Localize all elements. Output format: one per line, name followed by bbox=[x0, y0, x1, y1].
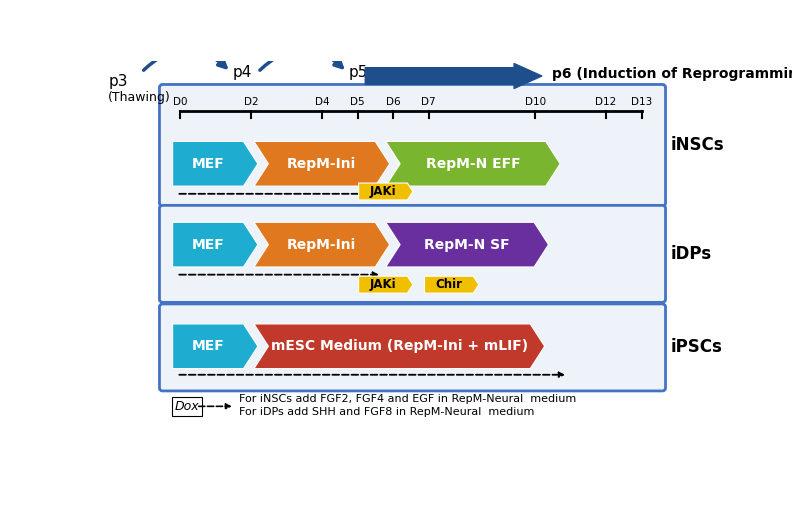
Text: MEF: MEF bbox=[192, 339, 224, 353]
Polygon shape bbox=[254, 141, 390, 186]
Text: RepM-Ini: RepM-Ini bbox=[287, 238, 356, 251]
Text: RepM-N EFF: RepM-N EFF bbox=[425, 157, 520, 171]
Text: D13: D13 bbox=[631, 97, 652, 107]
Polygon shape bbox=[254, 222, 390, 267]
Text: D6: D6 bbox=[386, 97, 401, 107]
Polygon shape bbox=[386, 222, 549, 267]
Text: p6 (Induction of Reprogramming): p6 (Induction of Reprogramming) bbox=[552, 68, 792, 81]
Text: JAKi: JAKi bbox=[370, 185, 396, 198]
Text: Chir: Chir bbox=[436, 278, 463, 291]
Text: iPSCs: iPSCs bbox=[670, 338, 722, 357]
Text: D0: D0 bbox=[173, 97, 188, 107]
FancyArrowPatch shape bbox=[365, 64, 542, 88]
Polygon shape bbox=[173, 324, 258, 369]
Polygon shape bbox=[359, 183, 413, 200]
Text: iDPs: iDPs bbox=[670, 245, 711, 263]
Polygon shape bbox=[254, 324, 545, 369]
Polygon shape bbox=[173, 141, 258, 186]
Text: p4: p4 bbox=[233, 65, 252, 80]
Text: D4: D4 bbox=[315, 97, 329, 107]
FancyBboxPatch shape bbox=[159, 304, 665, 391]
Text: MEF: MEF bbox=[192, 238, 224, 251]
Text: D5: D5 bbox=[350, 97, 365, 107]
Text: RepM-N SF: RepM-N SF bbox=[425, 238, 510, 251]
Text: (Thawing): (Thawing) bbox=[109, 91, 171, 105]
FancyBboxPatch shape bbox=[159, 206, 665, 302]
Text: iNSCs: iNSCs bbox=[670, 136, 724, 155]
Text: mESC Medium (RepM-Ini + mLIF): mESC Medium (RepM-Ini + mLIF) bbox=[271, 339, 528, 353]
Polygon shape bbox=[425, 276, 478, 293]
Text: RepM-Ini: RepM-Ini bbox=[287, 157, 356, 171]
Text: D10: D10 bbox=[524, 97, 546, 107]
Text: For iNSCs add FGF2, FGF4 and EGF in RepM-Neural  medium: For iNSCs add FGF2, FGF4 and EGF in RepM… bbox=[238, 394, 576, 405]
FancyArrowPatch shape bbox=[260, 49, 342, 70]
Text: D7: D7 bbox=[421, 97, 436, 107]
Text: D12: D12 bbox=[596, 97, 617, 107]
Polygon shape bbox=[359, 276, 413, 293]
Text: D2: D2 bbox=[244, 97, 259, 107]
Text: p5: p5 bbox=[349, 65, 368, 80]
FancyBboxPatch shape bbox=[159, 84, 665, 206]
Text: MEF: MEF bbox=[192, 157, 224, 171]
Text: Dox: Dox bbox=[175, 400, 200, 413]
Text: JAKi: JAKi bbox=[370, 278, 396, 291]
Polygon shape bbox=[386, 141, 560, 186]
FancyArrowPatch shape bbox=[143, 49, 226, 70]
Polygon shape bbox=[173, 222, 258, 267]
Text: p3: p3 bbox=[109, 74, 128, 89]
Text: For iDPs add SHH and FGF8 in RepM-Neural  medium: For iDPs add SHH and FGF8 in RepM-Neural… bbox=[238, 408, 534, 418]
